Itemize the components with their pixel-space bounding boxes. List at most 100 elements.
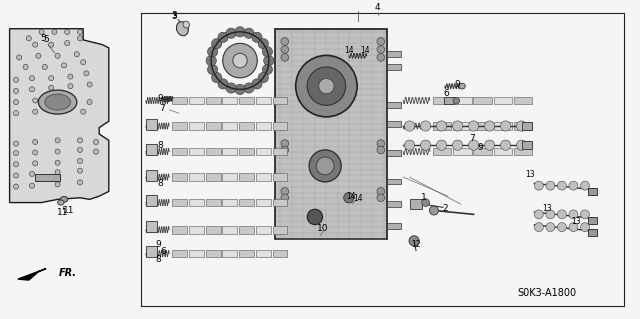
Bar [189,226,204,234]
Bar [239,122,254,130]
Circle shape [569,210,578,219]
Text: 8: 8 [157,179,163,188]
Circle shape [29,183,35,188]
Text: 7: 7 [159,104,164,113]
Bar [256,250,271,257]
Circle shape [516,121,527,131]
Bar [172,97,187,104]
Bar [189,97,204,104]
Circle shape [296,56,357,117]
Circle shape [377,54,385,61]
Bar [522,122,532,130]
Circle shape [23,64,28,70]
Bar [275,29,387,239]
Text: 13: 13 [525,170,535,179]
Circle shape [74,52,79,57]
Bar [273,97,287,104]
Circle shape [55,53,60,58]
Circle shape [93,139,99,145]
Bar [387,121,401,127]
Bar [239,148,254,155]
Circle shape [33,150,38,155]
Circle shape [13,162,19,167]
Bar [239,250,254,257]
Circle shape [546,181,555,190]
Circle shape [87,100,92,105]
Bar [493,148,512,155]
Text: 12: 12 [412,241,420,249]
Bar [172,148,187,155]
Bar [146,144,157,155]
Bar [189,148,204,155]
Circle shape [262,47,273,57]
Circle shape [252,79,262,89]
Circle shape [436,121,447,131]
Ellipse shape [45,94,70,110]
Circle shape [49,85,54,90]
Circle shape [77,147,83,152]
Text: 3: 3 [172,11,177,20]
Bar [239,226,254,234]
Circle shape [262,64,273,75]
Circle shape [546,210,555,219]
Text: 9: 9 [455,80,460,89]
Circle shape [81,60,86,65]
Bar [223,226,237,234]
Bar [453,97,472,104]
Bar [387,150,401,156]
Circle shape [281,194,289,202]
Text: 5: 5 [41,34,46,43]
Circle shape [258,72,268,83]
Bar [172,173,187,181]
Circle shape [55,149,60,154]
Bar [172,122,187,130]
Bar [256,148,271,155]
Circle shape [13,151,19,156]
Circle shape [580,223,589,232]
Circle shape [55,170,60,175]
Circle shape [569,223,578,232]
Text: 6: 6 [161,247,166,256]
Bar [273,148,287,155]
Circle shape [580,181,589,190]
Bar [453,148,472,155]
Circle shape [557,210,566,219]
Circle shape [258,39,268,49]
Bar [453,122,472,130]
Ellipse shape [177,22,188,36]
Text: 3: 3 [172,12,177,21]
Circle shape [281,188,289,195]
Bar [146,195,157,206]
Bar [273,173,287,181]
Circle shape [93,149,99,154]
Circle shape [557,181,566,190]
Circle shape [218,79,228,89]
Text: 1: 1 [421,193,426,202]
Circle shape [281,54,289,61]
Circle shape [29,87,35,92]
Bar [588,217,597,224]
Bar [256,97,271,104]
Polygon shape [10,29,109,203]
Circle shape [580,210,589,219]
Circle shape [212,72,222,83]
Circle shape [344,193,354,203]
Circle shape [453,98,460,104]
Bar [493,122,512,130]
Circle shape [484,121,495,131]
Circle shape [55,160,60,165]
Circle shape [87,82,92,87]
Bar [189,173,204,181]
Circle shape [452,121,463,131]
Circle shape [422,199,429,206]
Bar [206,97,221,104]
Text: 14: 14 [344,46,354,55]
Bar [273,226,287,234]
Bar [206,148,221,155]
Circle shape [212,39,222,49]
Circle shape [569,181,578,190]
Text: 7: 7 [469,134,474,143]
Bar [223,97,237,104]
Circle shape [26,36,31,41]
Circle shape [65,29,70,34]
